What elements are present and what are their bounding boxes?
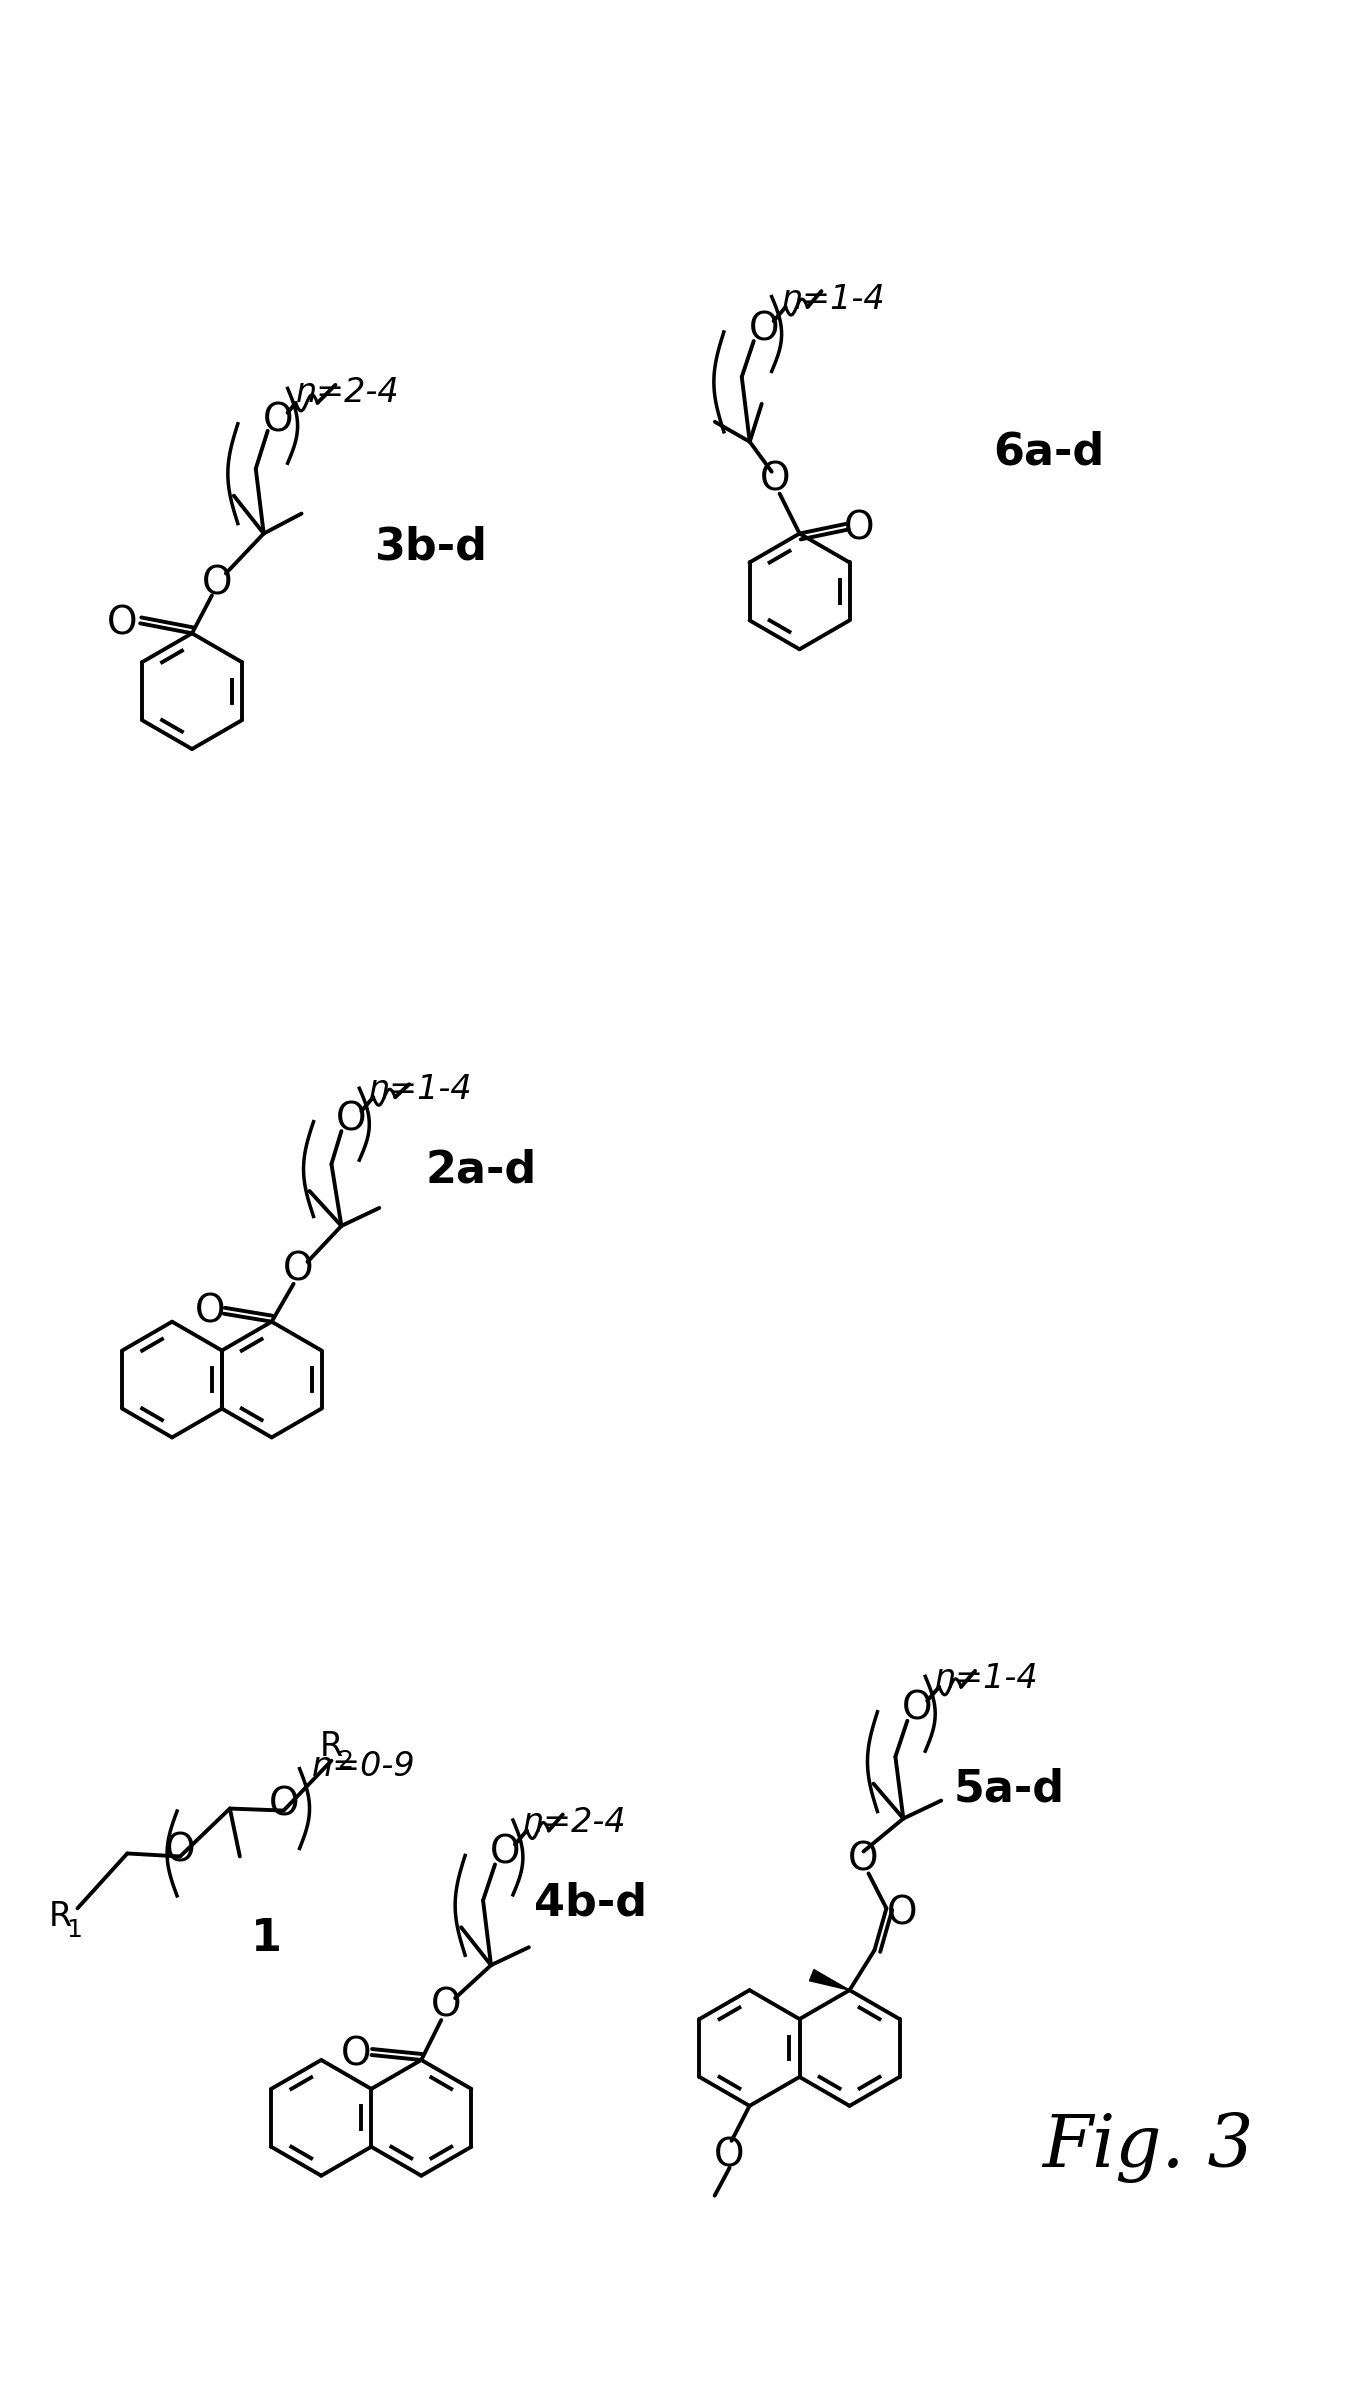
Text: 2: 2 [338, 1748, 354, 1772]
Text: n=1-4: n=1-4 [936, 1662, 1039, 1696]
Text: O: O [848, 1841, 878, 1879]
Text: n=1-4: n=1-4 [369, 1073, 473, 1107]
Text: O: O [262, 401, 292, 439]
Text: 5a-d: 5a-d [954, 1767, 1065, 1810]
Text: 3b-d: 3b-d [375, 525, 487, 568]
Text: O: O [715, 2137, 745, 2175]
Text: O: O [107, 603, 137, 642]
Text: O: O [888, 1894, 918, 1932]
Text: O: O [759, 460, 790, 498]
Text: O: O [195, 1293, 225, 1331]
Text: O: O [336, 1099, 366, 1138]
Text: n=2-4: n=2-4 [523, 1805, 627, 1839]
Text: 1: 1 [251, 1918, 283, 1960]
Text: O: O [269, 1786, 299, 1825]
Polygon shape [809, 1970, 849, 1989]
Text: O: O [284, 1250, 314, 1288]
Text: 2a-d: 2a-d [425, 1150, 536, 1192]
Text: 4b-d: 4b-d [534, 1882, 648, 1925]
Text: O: O [202, 565, 232, 603]
Text: 6a-d: 6a-d [993, 429, 1104, 472]
Text: O: O [431, 1987, 461, 2025]
Text: O: O [901, 1691, 933, 1727]
Text: n=0-9: n=0-9 [311, 1751, 416, 1784]
Text: R: R [49, 1901, 73, 1932]
Text: O: O [490, 1834, 520, 1872]
Text: O: O [165, 1832, 195, 1870]
Text: Fig. 3: Fig. 3 [1043, 2113, 1254, 2182]
Text: O: O [342, 2037, 372, 2075]
Text: n=1-4: n=1-4 [782, 281, 885, 315]
Text: O: O [844, 510, 874, 549]
Text: 1: 1 [67, 1918, 82, 1941]
Text: R: R [320, 1729, 343, 1763]
Text: n=2-4: n=2-4 [295, 377, 399, 410]
Text: O: O [749, 310, 779, 348]
